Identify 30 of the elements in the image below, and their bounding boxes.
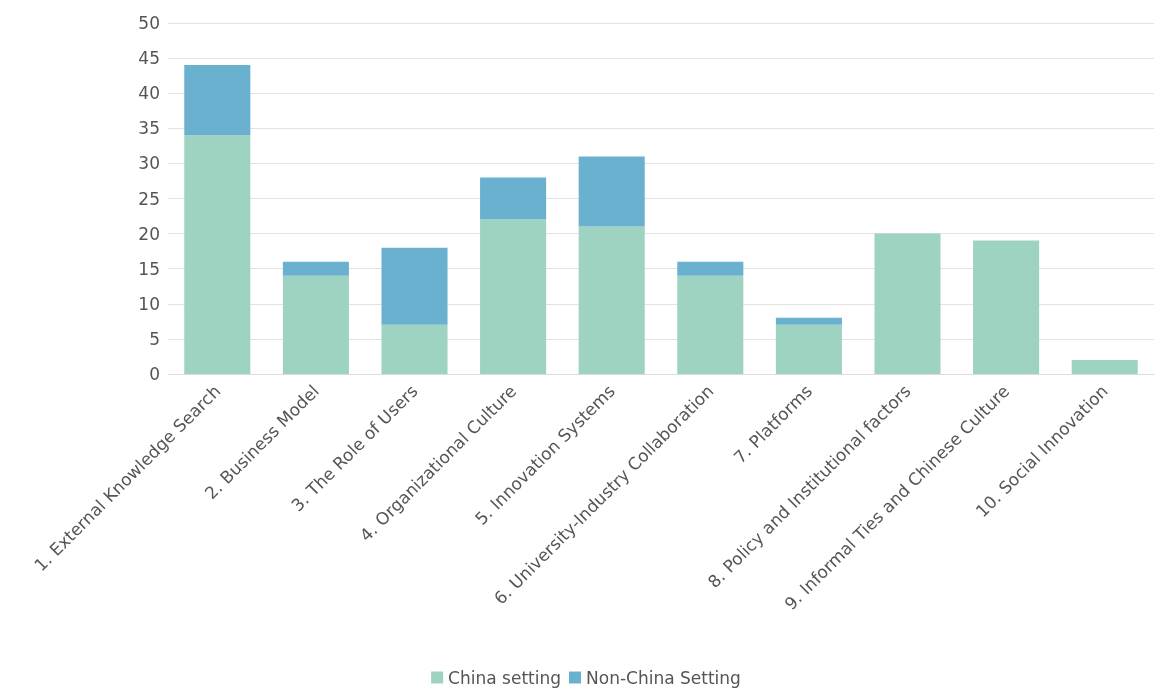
bar <box>184 65 251 136</box>
bar <box>677 275 744 374</box>
bar <box>480 177 547 220</box>
y-tick-label: 15 <box>138 258 160 279</box>
bar <box>282 261 349 276</box>
legend-label: China setting <box>448 667 562 688</box>
bar <box>282 275 349 374</box>
bar <box>184 135 251 374</box>
y-tick-label: 0 <box>149 364 160 384</box>
legend-label: Non-China Setting <box>586 667 741 688</box>
y-tick-label: 20 <box>138 223 160 244</box>
bar <box>480 219 547 374</box>
y-tick-label: 25 <box>138 188 160 209</box>
y-tick-label: 40 <box>138 83 160 104</box>
bar <box>775 317 842 325</box>
y-tick-label: 10 <box>138 293 160 314</box>
bar <box>381 324 448 374</box>
bar <box>381 247 448 325</box>
bar <box>775 324 842 374</box>
bar <box>874 233 941 374</box>
bar <box>677 261 744 276</box>
y-tick-label: 35 <box>138 118 160 139</box>
y-tick-label: 5 <box>149 328 160 349</box>
y-tick-label: 30 <box>138 153 160 174</box>
bar <box>578 156 645 227</box>
bar <box>1071 359 1138 374</box>
y-tick-label: 50 <box>138 13 160 33</box>
bar <box>578 226 645 374</box>
bar <box>973 240 1040 374</box>
y-tick-label: 45 <box>138 48 160 69</box>
